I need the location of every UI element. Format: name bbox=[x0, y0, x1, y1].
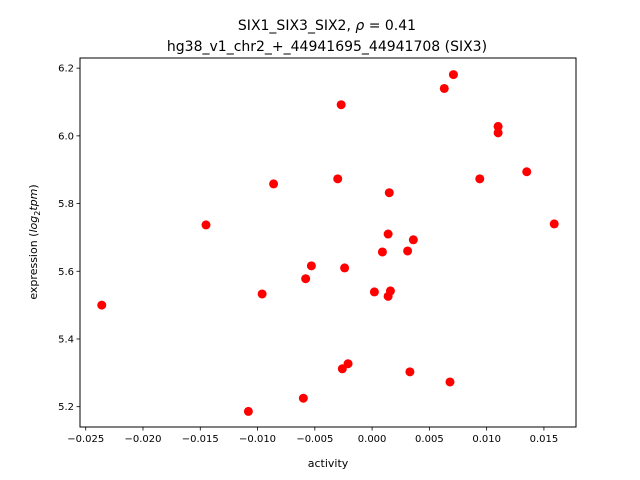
y-tick-label: 5.2 bbox=[58, 402, 74, 413]
x-tick-label: 0.015 bbox=[530, 434, 559, 445]
y-axis-label: expression (log2tpm) bbox=[27, 184, 42, 299]
scatter-point bbox=[369, 287, 379, 297]
x-tick-label: −0.010 bbox=[239, 434, 276, 445]
scatter-point bbox=[201, 220, 211, 230]
x-tick-label: −0.020 bbox=[124, 434, 161, 445]
chart-title-rho-symbol: ρ bbox=[355, 18, 364, 34]
y-tick-label: 5.6 bbox=[58, 267, 74, 278]
scatter-point bbox=[298, 393, 308, 403]
scatter-point bbox=[301, 274, 311, 284]
x-axis-label: activity bbox=[308, 457, 349, 470]
scatter-point bbox=[257, 289, 267, 299]
scatter-point bbox=[377, 247, 387, 257]
scatter-point bbox=[408, 235, 418, 245]
y-axis-label-tpm: tpm bbox=[27, 189, 40, 211]
scatter-point bbox=[340, 263, 350, 273]
scatter-point bbox=[385, 286, 395, 296]
scatter-point bbox=[383, 229, 393, 239]
scatter-point bbox=[403, 246, 413, 256]
scatter-point bbox=[243, 406, 253, 416]
points-layer bbox=[97, 70, 559, 416]
y-axis-label-prefix: expression ( bbox=[27, 233, 40, 300]
scatter-point bbox=[475, 174, 485, 184]
x-tick-label: 0.005 bbox=[415, 434, 444, 445]
y-tick-label: 6.0 bbox=[58, 131, 74, 142]
scatter-point bbox=[445, 377, 455, 387]
y-tick-label: 6.2 bbox=[58, 64, 74, 75]
scatter-point bbox=[493, 121, 503, 131]
y-tick-label: 5.4 bbox=[58, 334, 74, 345]
scatter-point bbox=[343, 359, 353, 369]
chart-title-rho-value: = 0.41 bbox=[364, 18, 416, 34]
x-tick-label: −0.025 bbox=[67, 434, 104, 445]
chart-title-prefix: SIX1_SIX3_SIX2, bbox=[238, 18, 355, 34]
scatter-point bbox=[439, 83, 449, 93]
scatter-point bbox=[522, 167, 532, 177]
scatter-point bbox=[306, 261, 316, 271]
chart-title: SIX1_SIX3_SIX2, ρ = 0.41 bbox=[238, 18, 416, 34]
y-axis-label-log: log bbox=[27, 216, 40, 233]
y-tick-label: 5.8 bbox=[58, 199, 74, 210]
scatter-point bbox=[97, 300, 107, 310]
ticks-layer: −0.025 −0.020 −0.015 −0.010 −0.005 0.000 0.005… bbox=[58, 64, 558, 445]
scatter-point bbox=[269, 179, 279, 189]
chart-subtitle: hg38_v1_chr2_+_44941695_44941708 (SIX3) bbox=[167, 39, 487, 55]
scatter-point bbox=[333, 174, 343, 184]
scatter-point bbox=[384, 188, 394, 198]
scatter-point bbox=[336, 100, 346, 110]
scatter-point bbox=[493, 128, 503, 138]
x-tick-label: 0.010 bbox=[472, 434, 501, 445]
scatter-point bbox=[549, 219, 559, 229]
y-axis-label-suffix: ) bbox=[27, 184, 40, 188]
scatter-point bbox=[448, 70, 458, 80]
x-tick-label: 0.000 bbox=[358, 434, 387, 445]
x-tick-label: −0.005 bbox=[296, 434, 333, 445]
y-axis-label-subscript: 2 bbox=[33, 211, 42, 216]
plot-frame bbox=[79, 57, 577, 428]
x-tick-label: −0.015 bbox=[182, 434, 219, 445]
scatter-point bbox=[405, 367, 415, 377]
